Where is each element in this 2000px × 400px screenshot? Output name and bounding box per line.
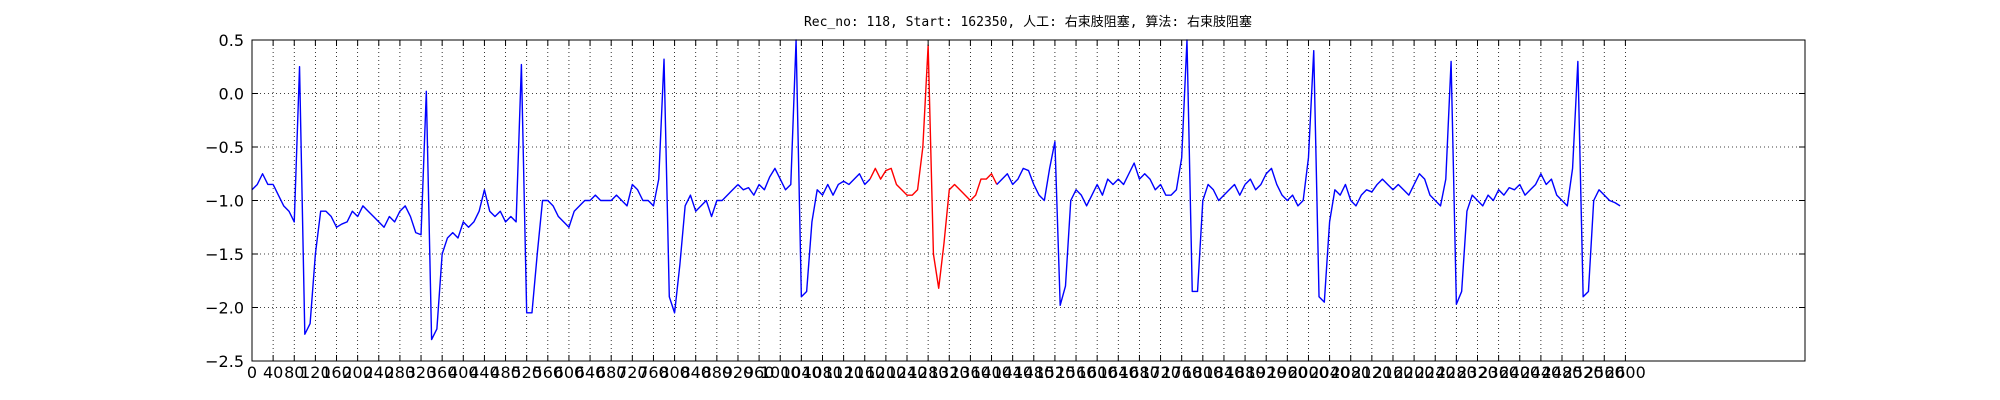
x-tick-label: 1400 [971,363,1012,382]
x-tick-label: 1600 [1077,363,1118,382]
x-tick-label: 1040 [781,363,822,382]
x-tick-label: 2560 [1584,363,1625,382]
x-tick-label: 1720 [1140,363,1181,382]
x-tick-label: 600 [554,363,585,382]
x-tick-label: 1640 [1098,363,1139,382]
x-tick-label: 1160 [844,363,885,382]
x-tick-label: 200 [342,363,373,382]
series-line [251,39,871,341]
x-tick-label: 960 [744,363,775,382]
x-tick-label: 560 [533,363,564,382]
x-tick-label: 2200 [1394,363,1435,382]
x-tick-label: 1280 [908,363,949,382]
x-tick-label: 1560 [1056,363,1097,382]
x-tick-label: 2240 [1415,363,1456,382]
x-tick-label: 2520 [1563,363,1604,382]
x-tick-label: 2320 [1457,363,1498,382]
x-tick-label: 0 [247,363,257,382]
ticks: 0 40 8012016020024028032036040044048052056… [205,31,1805,382]
x-tick-label: 480 [490,363,521,382]
lines [251,39,1621,341]
series-line [869,44,998,289]
x-tick-label: 2600 [1605,363,1646,382]
x-tick-label: 520 [511,363,542,382]
x-tick-label: 1880 [1225,363,1266,382]
x-tick-label: 2480 [1542,363,1583,382]
x-tick-label: 800 [659,363,690,382]
x-tick-label: 1760 [1161,363,1202,382]
x-tick-label: 160 [321,363,352,382]
x-tick-label: 1920 [1246,363,1287,382]
x-tick-label: 1800 [1182,363,1223,382]
x-tick-label: 2120 [1351,363,1392,382]
x-tick-label: 2400 [1499,363,1540,382]
x-tick-label: 1680 [1119,363,1160,382]
x-tick-label: 1360 [950,363,991,382]
x-tick-label: 40 [263,363,283,382]
x-tick-label: 2280 [1436,363,1477,382]
x-tick-label: 1520 [1035,363,1076,382]
x-tick-label: 760 [638,363,669,382]
x-tick-label: 2080 [1330,363,1371,382]
x-tick-label: 1960 [1267,363,1308,382]
y-tick-label: −1.5 [205,245,244,264]
y-tick-label: −2.5 [205,352,244,371]
y-tick-label: −1.0 [205,192,244,211]
x-tick-label: 2160 [1373,363,1414,382]
x-tick-label: 1440 [992,363,1033,382]
x-tick-label: 2440 [1521,363,1562,382]
x-tick-label: 640 [575,363,606,382]
y-tick-label: 0.5 [219,31,244,50]
x-tick-label: 2000 [1288,363,1329,382]
series-line [996,39,1621,307]
x-tick-label: 1480 [1013,363,1054,382]
x-tick-label: 80 [284,363,304,382]
x-tick-label: 720 [617,363,648,382]
chart-title: Rec_no: 118, Start: 162350, 人工: 右束肢阻塞, 算… [804,14,1252,30]
y-tick-label: 0.0 [219,85,244,104]
x-tick-label: 1240 [887,363,928,382]
y-tick-label: −0.5 [205,138,244,157]
x-tick-label: 1080 [802,363,843,382]
x-tick-label: 840 [680,363,711,382]
x-tick-label: 1000 [760,363,801,382]
x-tick-label: 320 [406,363,437,382]
x-tick-label: 680 [596,363,627,382]
x-tick-label: 880 [702,363,733,382]
x-tick-label: 240 [364,363,395,382]
x-tick-label: 400 [448,363,479,382]
x-tick-label: 1320 [929,363,970,382]
x-tick-label: 920 [723,363,754,382]
x-tick-label: 2040 [1309,363,1350,382]
x-tick-label: 1840 [1204,363,1245,382]
y-tick-label: −2.0 [205,299,244,318]
x-tick-label: 360 [427,363,458,382]
x-tick-label: 1120 [823,363,864,382]
x-tick-label: 280 [385,363,416,382]
x-tick-label: 120 [300,363,331,382]
x-tick-label: 2360 [1478,363,1519,382]
x-tick-label: 440 [469,363,500,382]
x-tick-label: 1200 [866,363,907,382]
